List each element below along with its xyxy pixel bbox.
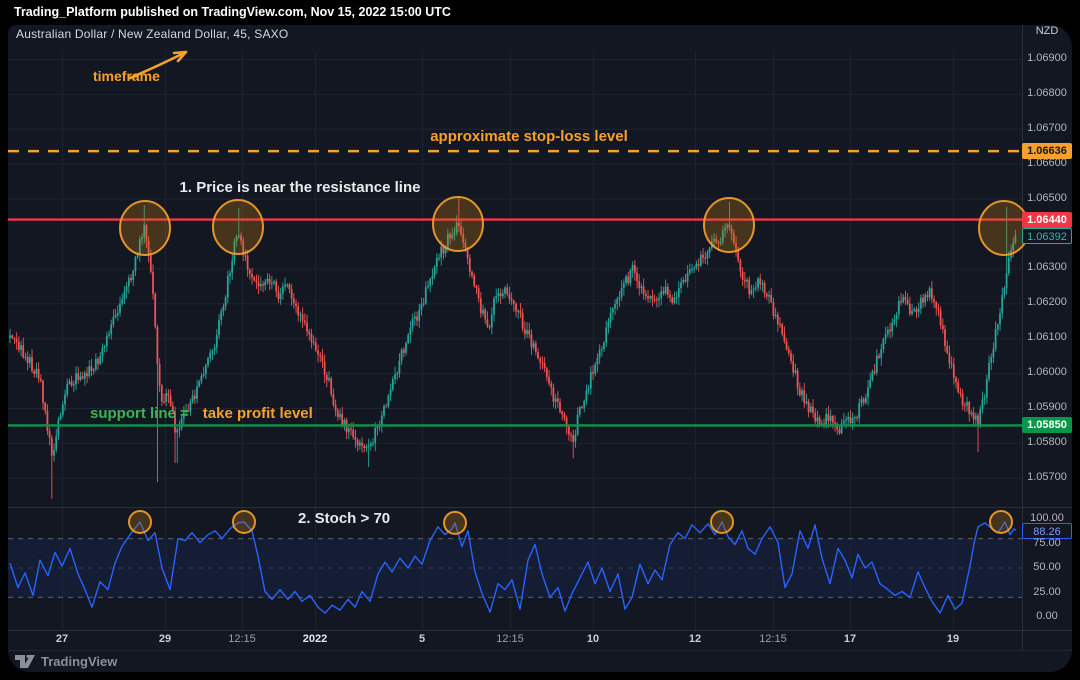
- support-annotation-row: support line = take profit level: [90, 405, 313, 423]
- price-tick-label: 1.05800: [1027, 435, 1067, 448]
- support-line-label: support line =: [90, 405, 189, 422]
- price-tick-label: 1.05700: [1027, 470, 1067, 483]
- resistance-annotation: 1. Price is near the resistance line: [179, 179, 421, 196]
- stoch-tick-label: 100.00: [1030, 512, 1064, 524]
- price-tick-label: 1.06200: [1027, 296, 1067, 309]
- price-tick-label: 1.06100: [1027, 331, 1067, 344]
- price-tick-label: 1.06300: [1027, 261, 1067, 274]
- time-tick-label: 12: [688, 633, 702, 645]
- support-price-badge: 1.05850: [1022, 417, 1072, 434]
- time-tick-label: 2022: [302, 633, 328, 645]
- price-tick-label: 1.06700: [1027, 121, 1067, 134]
- time-tick-label: 17: [843, 633, 857, 645]
- price-tick-label: 1.06800: [1027, 86, 1067, 99]
- time-tick-label: 29: [158, 633, 172, 645]
- stop-loss-price-badge: 1.06636: [1022, 143, 1072, 160]
- price-tick-label: 1.06000: [1027, 366, 1067, 379]
- tradingview-brand-text[interactable]: TradingView: [41, 654, 118, 669]
- current-price-badge: 1.06392: [1022, 228, 1072, 245]
- price-tick-label: 1.06900: [1027, 52, 1067, 64]
- attribution-text: Trading_Platform published on TradingVie…: [14, 5, 451, 19]
- timeframe-annotation: timeframe: [93, 68, 160, 84]
- time-tick-label: 10: [586, 633, 600, 645]
- price-tick-label: 1.06600: [1027, 156, 1067, 169]
- stoch-tick-label: 50.00: [1033, 561, 1061, 573]
- time-tick-label: 12:15: [759, 633, 787, 645]
- tradingview-logo-icon[interactable]: [14, 654, 36, 669]
- resistance-price-badge: 1.06440: [1022, 211, 1072, 228]
- time-tick-label: 27: [55, 633, 69, 645]
- stoch-value-badge: 88.26: [1022, 522, 1072, 539]
- chart-canvas[interactable]: [8, 25, 1072, 672]
- price-axis-currency: NZD: [1035, 25, 1059, 37]
- stoch-tick-label: 25.00: [1033, 585, 1061, 598]
- stoch-annotation: 2. Stoch > 70: [298, 510, 391, 527]
- price-tick-label: 1.06500: [1027, 191, 1067, 204]
- footer: TradingView: [8, 651, 1072, 672]
- stop-loss-annotation: approximate stop-loss level: [430, 128, 628, 145]
- stoch-tick-label: 75.00: [1033, 536, 1061, 549]
- take-profit-label: take profit level: [202, 405, 313, 422]
- time-tick-label: 12:15: [496, 633, 524, 645]
- symbol-title[interactable]: Australian Dollar / New Zealand Dollar, …: [16, 27, 289, 41]
- time-tick-label: 12:15: [228, 633, 256, 645]
- time-tick-label: 5: [418, 633, 426, 645]
- stoch-tick-label: 0.00: [1036, 610, 1058, 622]
- price-tick-label: 1.05900: [1027, 401, 1067, 413]
- attribution-bar: Trading_Platform published on TradingVie…: [0, 0, 1080, 25]
- chart-card: Australian Dollar / New Zealand Dollar, …: [8, 25, 1072, 672]
- time-tick-label: 19: [946, 633, 960, 645]
